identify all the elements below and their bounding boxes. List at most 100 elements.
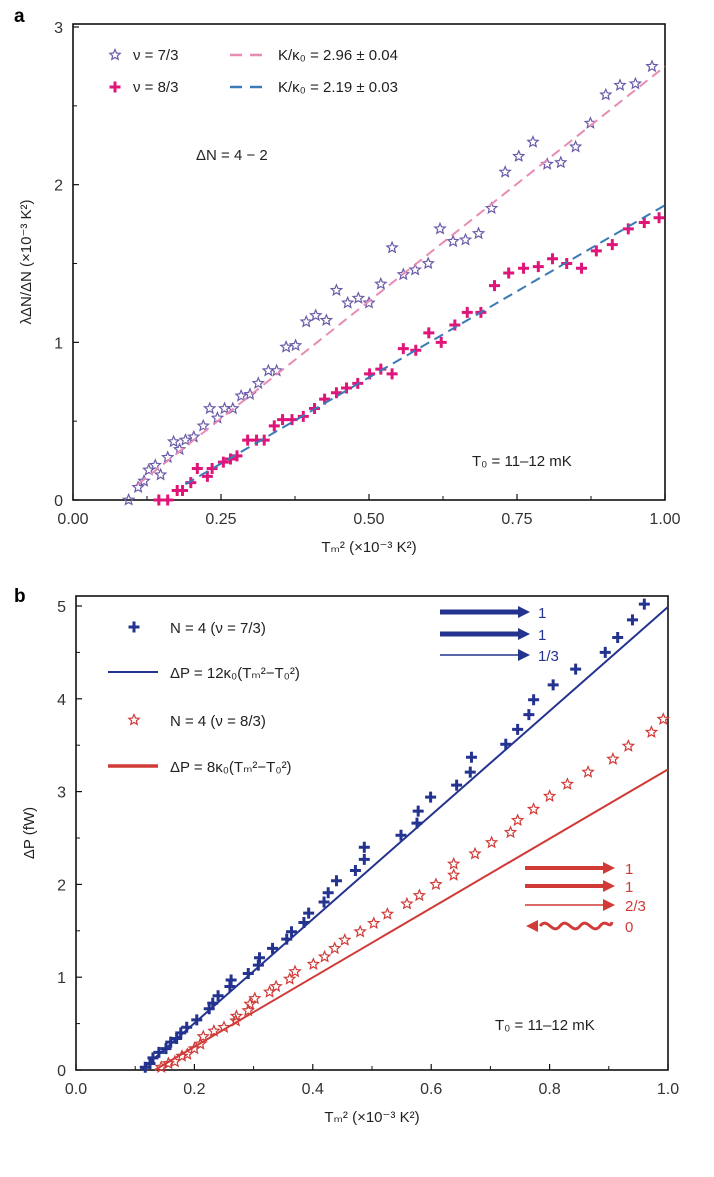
data-point-cross: [523, 709, 535, 721]
panel-label-a: a: [14, 6, 25, 27]
plot-frame: [75, 595, 669, 1071]
data-point-star: [554, 155, 568, 169]
data-point-star: [196, 418, 210, 432]
y-tick-label: 2: [57, 877, 66, 894]
data-point-star: [178, 433, 193, 446]
data-point-star: [628, 76, 643, 90]
mode-label: 1: [625, 861, 633, 878]
data-point-star: [319, 313, 334, 326]
data-point-cross: [330, 875, 342, 887]
data-point-cross: [217, 456, 229, 468]
y-tick-label: 5: [57, 599, 66, 616]
x-tick-label: 0.2: [183, 1081, 205, 1098]
right-arrow-icon-head: [518, 628, 530, 640]
data-point-star: [131, 480, 145, 494]
mode-label: 1: [538, 605, 546, 622]
x-tick-label: 1.0: [657, 1081, 679, 1098]
data-point-cross: [461, 306, 473, 318]
legend-marker-cross: [128, 621, 140, 633]
x-tick-label: 0.50: [353, 511, 384, 528]
data-point-star: [526, 135, 540, 148]
data-point-star: [396, 267, 411, 281]
data-point-star: [306, 957, 321, 970]
data-point-cross: [341, 382, 353, 394]
mode-label: 1/3: [538, 648, 559, 665]
data-point-cross: [162, 494, 174, 506]
x-tick-label: 0.8: [538, 1081, 560, 1098]
data-point-cross: [626, 614, 638, 626]
data-point-star: [468, 846, 482, 860]
y-tick-label: 1: [57, 970, 66, 987]
mode-label: 2/3: [625, 898, 646, 915]
data-point-cross: [267, 942, 279, 954]
data-point-cross: [330, 387, 342, 399]
data-point-star: [226, 401, 240, 415]
data-point-cross: [285, 926, 297, 938]
y-axis-label: λΔN/ΔN (×10⁻³ K²): [18, 199, 35, 324]
data-point-star: [568, 139, 583, 153]
data-point-cross: [412, 805, 424, 817]
y-tick-label: 0: [57, 1063, 66, 1080]
data-point-star: [613, 78, 627, 92]
wavy-arrow-icon: [538, 921, 614, 931]
data-point-star: [329, 283, 344, 297]
data-point-star: [526, 802, 541, 815]
data-point-star: [471, 226, 486, 240]
data-point-star: [328, 941, 342, 955]
fit-line-3: [154, 768, 669, 1071]
data-point-cross: [465, 751, 477, 763]
data-point-cross: [397, 343, 409, 355]
data-point-cross: [254, 952, 266, 964]
data-point-star: [241, 1003, 255, 1017]
data-point-star: [317, 949, 332, 963]
data-point-cross: [451, 779, 463, 791]
data-point-star: [385, 240, 399, 254]
x-tick-label: 0.0: [65, 1081, 87, 1098]
data-point-cross: [358, 841, 370, 853]
mode-label: 0: [625, 919, 633, 936]
x-tick-label: 1.00: [649, 511, 680, 528]
data-point-cross: [570, 663, 582, 675]
right-arrow-icon-head: [603, 862, 615, 874]
data-point-cross: [277, 414, 289, 426]
data-point-cross: [590, 245, 602, 257]
data-point-cross: [612, 632, 624, 644]
data-point-star: [606, 752, 620, 765]
data-point-star: [207, 1023, 221, 1037]
y-tick-label: 0: [54, 493, 63, 510]
legend-label: ν = 7/3: [133, 47, 178, 64]
wavy-arrow-head: [526, 920, 538, 932]
data-point-cross: [653, 212, 665, 224]
y-tick-label: 1: [54, 335, 63, 352]
x-tick-label: 0.25: [205, 511, 236, 528]
data-point-star: [621, 739, 636, 752]
data-point-cross: [147, 1052, 159, 1064]
data-point-cross: [286, 414, 298, 426]
data-point-cross: [425, 791, 437, 803]
data-point-star: [447, 868, 461, 881]
data-point-star: [484, 201, 499, 215]
x-tick-label: 0.00: [57, 511, 88, 528]
data-point-star: [581, 765, 595, 778]
data-point-cross: [500, 738, 512, 750]
x-tick-label: 0.75: [501, 511, 532, 528]
data-point-star: [412, 888, 427, 902]
data-point-star: [196, 1029, 210, 1043]
data-point-star: [121, 492, 136, 506]
data-point-star: [560, 777, 575, 790]
data-point-cross: [410, 344, 422, 356]
legend-label: ν = 8/3: [133, 79, 178, 96]
data-point-star: [229, 1009, 244, 1022]
annotation-t0: T₀ = 11–12 mK: [472, 453, 572, 470]
right-arrow-icon-head: [603, 899, 615, 911]
data-point-star: [234, 388, 248, 402]
data-point-cross: [547, 679, 559, 691]
data-point-cross: [489, 280, 501, 292]
panel-b-chart: 0.0 0.2 0.4 0.6 0.8 1.0 0 1 2 3 4 5 Tₘ² (×10⁻³ K²) ΔP…: [21, 595, 679, 1126]
data-point-star: [243, 997, 257, 1010]
data-point-cross: [606, 239, 618, 251]
data-point-cross: [201, 470, 213, 482]
y-axis-label: ΔP (fW): [21, 807, 38, 859]
right-arrow-icon-head: [518, 649, 530, 661]
x-tick-label: 0.6: [420, 1081, 442, 1098]
